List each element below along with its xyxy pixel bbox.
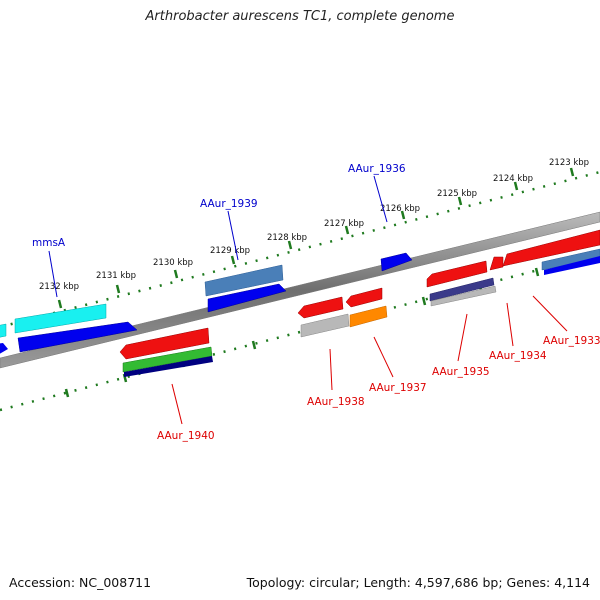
label-leaders [48, 175, 568, 425]
major-tick [287, 240, 293, 250]
kbp-labels: 2123 kbp 2124 kbp 2125 kbp 2126 kbp 2127… [39, 158, 589, 292]
kbp-label: 2128 kbp [267, 233, 307, 243]
gene-AAur-1940-navy [124, 356, 213, 377]
gene-AAur-1936 [380, 252, 413, 272]
gene-label-AAur-1940: AAur_1940 [157, 430, 215, 442]
major-tick [344, 225, 350, 235]
kbp-label: 2131 kbp [96, 271, 136, 281]
leader-AAur-1937 [373, 336, 394, 378]
outer-ruler [0, 170, 600, 329]
gene-mmsA [14, 303, 107, 334]
gene-steel-right [541, 248, 600, 271]
gene-AAur-1938-red [297, 296, 344, 319]
gene-AAur-1935-gray [430, 285, 497, 307]
major-tick [400, 210, 406, 220]
map-title: Arthrobacter aurescens TC1, complete gen… [145, 9, 455, 24]
gene-AAur-1940-red [119, 327, 210, 360]
gene-AAur-1933-red [502, 229, 600, 267]
major-tick [251, 340, 257, 350]
gene-label-AAur-1933: AAur_1933 [543, 335, 600, 347]
kbp-label: 2129 kbp [210, 246, 250, 256]
gene-AAur-1935-red [426, 260, 488, 288]
gene-blue-right [544, 256, 600, 275]
major-tick [230, 255, 236, 265]
gene-labels: mmsA AAur_1939 AAur_1936 AAur_1940 AAur_… [32, 163, 600, 442]
major-tick [173, 269, 179, 279]
gene-cyan-left [0, 323, 7, 338]
inner-ruler [0, 252, 600, 412]
gene-AAur-1934-red [489, 256, 504, 271]
gene-label-AAur-1935: AAur_1935 [432, 366, 490, 378]
gene-label-AAur-1936: AAur_1936 [348, 163, 406, 175]
leader-AAur-1935 [457, 313, 468, 362]
kbp-label: 2123 kbp [549, 158, 589, 168]
leader-AAur-1938 [329, 348, 333, 391]
genes-lower [119, 277, 497, 377]
kbp-label: 2124 kbp [493, 174, 533, 184]
genome-summary-text: Topology: circular; Length: 4,597,686 bp… [246, 575, 590, 590]
gene-AAur-1938-gray [300, 313, 350, 338]
gene-AAur-1937-orange [349, 305, 388, 328]
major-tick [64, 388, 70, 398]
gene-blue-under-1939 [207, 283, 287, 313]
leader-AAur-1934 [506, 302, 514, 347]
kbp-label: 2125 kbp [437, 189, 477, 199]
kbp-label: 2132 kbp [39, 282, 79, 292]
gene-label-AAur-1934: AAur_1934 [489, 350, 547, 362]
gene-blue-mid [17, 321, 138, 353]
leader-AAur-1940 [171, 383, 183, 425]
gene-blue-left [0, 343, 8, 354]
gene-AAur-1937-red [345, 287, 383, 308]
major-tick [457, 196, 463, 206]
major-tick [57, 299, 63, 309]
major-tick [534, 267, 540, 277]
gene-AAur-1935-slate [429, 277, 495, 302]
major-tick [115, 284, 121, 294]
outer-ruler-major-ticks [57, 167, 575, 309]
leader-mmsA [48, 250, 58, 298]
gene-label-mmsA: mmsA [32, 237, 66, 249]
accession-text: Accession: NC_008711 [9, 575, 152, 590]
genes-upper [0, 229, 600, 354]
kbp-label: 2130 kbp [153, 258, 193, 268]
kbp-label: 2126 kbp [380, 204, 420, 214]
gene-AAur-1939 [204, 264, 284, 297]
major-tick [513, 181, 519, 191]
leader-AAur-1933 [532, 295, 568, 332]
gene-label-AAur-1939: AAur_1939 [200, 198, 258, 210]
outer-ruler-line [0, 170, 600, 329]
gene-label-AAur-1938: AAur_1938 [307, 396, 365, 408]
major-tick [569, 167, 575, 177]
inner-ruler-line [0, 252, 600, 412]
gene-label-AAur-1937: AAur_1937 [369, 382, 427, 394]
kbp-label: 2127 kbp [324, 219, 364, 229]
leader-AAur-1936 [373, 175, 388, 223]
major-tick [421, 296, 427, 306]
leader-AAur-1939 [227, 210, 239, 261]
